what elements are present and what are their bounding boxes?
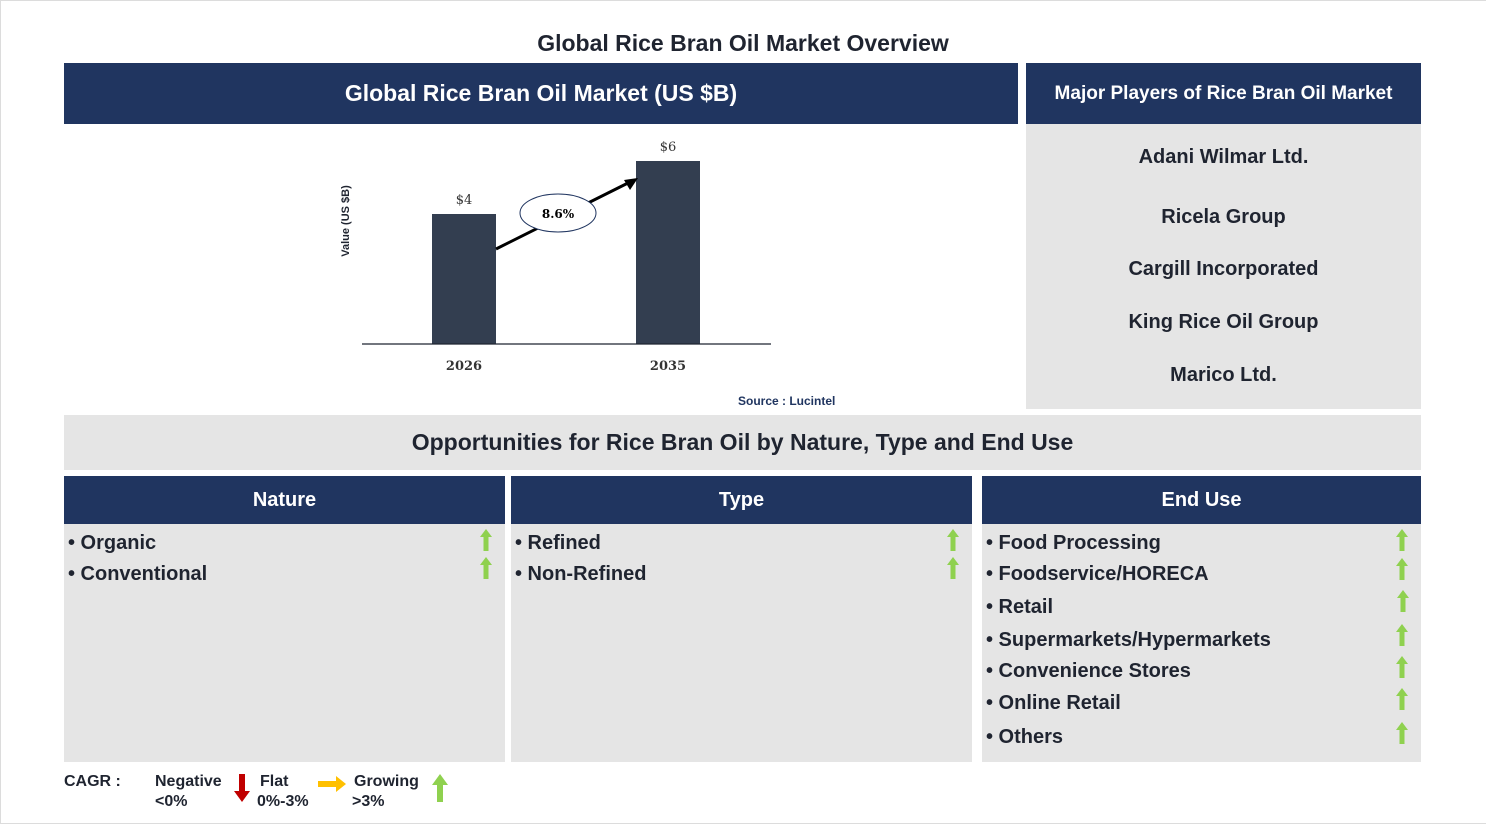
player-item: Marico Ltd. — [1170, 364, 1277, 386]
chart-source: Source : Lucintel — [738, 394, 836, 408]
growing-arrow-icon — [947, 529, 959, 551]
flat-arrow-icon — [318, 776, 346, 792]
player-item: Adani Wilmar Ltd. — [1138, 146, 1309, 168]
x-tick-2026: 2026 — [446, 359, 482, 374]
bar-value-2026: $4 — [456, 193, 473, 208]
players-list: Adani Wilmar Ltd. Ricela Group Cargill I… — [1026, 124, 1421, 409]
growing-arrow-icon — [1396, 688, 1408, 710]
player-item: Ricela Group — [1161, 206, 1286, 228]
segment-header-end-use: End Use — [982, 476, 1421, 524]
bar-2026 — [432, 214, 496, 344]
growing-arrow-icon — [1396, 558, 1408, 580]
legend-title: CAGR : — [64, 773, 121, 790]
list-item: • Refined — [515, 532, 601, 554]
list-item: • Foodservice/HORECA — [986, 563, 1209, 585]
legend-growing-label: Growing — [354, 773, 419, 790]
growing-arrow-icon — [1396, 722, 1408, 744]
list-item: • Convenience Stores — [986, 660, 1191, 682]
list-item: • Conventional — [68, 563, 208, 585]
player-item: King Rice Oil Group — [1128, 311, 1319, 333]
list-item: • Supermarkets/Hypermarkets — [986, 629, 1271, 651]
list-item: • Food Processing — [986, 532, 1161, 554]
list-item: • Online Retail — [986, 692, 1121, 714]
growing-arrow-icon — [1396, 624, 1408, 646]
players-header: Major Players of Rice Bran Oil Market — [1026, 63, 1421, 124]
x-tick-2035: 2035 — [650, 359, 686, 374]
market-bar-chart: Value (US $B) $4 $6 2026 2035 8.6% — [340, 140, 771, 374]
list-item: • Others — [986, 726, 1064, 748]
cagr-bubble — [519, 193, 597, 233]
segment-header-type: Type — [511, 476, 972, 524]
list-item: • Non-Refined — [515, 563, 647, 585]
growing-arrow-icon — [1396, 656, 1408, 678]
bar-2035 — [636, 161, 700, 344]
market-chart-header: Global Rice Bran Oil Market (US $B) — [64, 63, 1018, 124]
legend-growing: Growing >3% — [352, 772, 419, 812]
list-item: • Organic — [68, 532, 157, 554]
growing-arrow-icon — [480, 557, 492, 579]
growing-arrow-icon — [1396, 529, 1408, 551]
legend-flat-range: 0%-3% — [257, 793, 309, 810]
growing-arrow-icon — [947, 557, 959, 579]
cagr-value: 8.6% — [542, 207, 575, 221]
segment-list-type: • Refined • Non-Refined — [511, 524, 972, 762]
growing-arrow-icon — [1397, 590, 1409, 612]
legend-negative: Negative <0% — [155, 772, 222, 812]
list-item: • Retail — [986, 596, 1054, 618]
opportunities-banner: Opportunities for Rice Bran Oil by Natur… — [64, 415, 1421, 470]
legend-growing-range: >3% — [352, 793, 385, 810]
y-axis-label: Value (US $B) — [340, 185, 352, 257]
legend-negative-range: <0% — [155, 793, 188, 810]
page-title: Global Rice Bran Oil Market Overview — [537, 30, 949, 56]
growing-arrow-icon — [432, 774, 448, 802]
growing-arrow-icon — [480, 529, 492, 551]
legend-negative-label: Negative — [155, 773, 222, 790]
segment-list-end-use: • Food Processing • Foodservice/HORECA •… — [982, 524, 1421, 762]
segment-list-nature: • Organic • Conventional — [64, 524, 505, 762]
segment-header-nature: Nature — [64, 476, 505, 524]
legend-flat-label: Flat — [260, 773, 289, 790]
negative-arrow-icon — [234, 774, 250, 802]
legend-flat: Flat 0%-3% — [257, 772, 309, 812]
bar-value-2035: $6 — [660, 140, 677, 155]
player-item: Cargill Incorporated — [1128, 258, 1319, 280]
